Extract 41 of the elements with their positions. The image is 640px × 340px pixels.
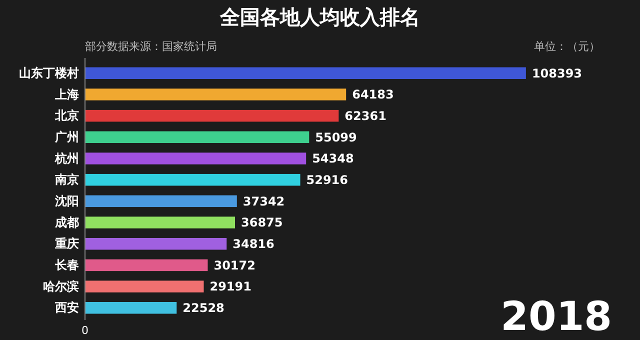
data-label: 64183 [352, 88, 394, 102]
text: 0 [82, 324, 88, 337]
data-label: 62361 [344, 109, 386, 124]
y-tick-label: 杭州 [54, 151, 79, 166]
data-label: 37342 [242, 194, 285, 208]
bar [85, 88, 346, 100]
data-label: 22528 [182, 301, 224, 316]
y-tick-label: 北京 [54, 108, 79, 123]
chart-title: 全国各地人均收入排名 [219, 5, 420, 29]
bar [85, 110, 339, 122]
bar [85, 131, 310, 144]
bar [85, 216, 236, 228]
annotation: 2018 [500, 294, 612, 340]
data-label: 30172 [214, 258, 256, 272]
data-label: 29191 [210, 280, 252, 294]
y-tick-label: 重庆 [54, 236, 79, 251]
y-tick-label: 西安 [54, 300, 79, 315]
text: 部分数据来源：国家统计局 [85, 40, 217, 53]
data-label: 34816 [232, 237, 274, 252]
y-tick-label: 南京 [54, 172, 79, 187]
y-tick-label: 上海 [54, 87, 79, 102]
y-tick-label: 山东丁楼村 [19, 66, 79, 80]
bar [85, 67, 526, 80]
bar [85, 259, 208, 272]
y-tick-label: 成都 [54, 215, 79, 230]
text: 单位：（元） [534, 40, 600, 53]
y-tick-label: 哈尔滨 [43, 279, 79, 294]
data-label: 54348 [312, 152, 354, 166]
bar [85, 152, 306, 164]
bar [85, 280, 204, 292]
data-label: 36875 [241, 216, 283, 230]
bar [85, 238, 227, 250]
bar [85, 302, 177, 314]
bar [85, 195, 237, 208]
data-label: 108393 [532, 66, 582, 80]
data-label: 55099 [315, 130, 357, 144]
bar [85, 174, 300, 186]
data-label: 52916 [306, 173, 348, 188]
y-tick-label: 长春 [54, 258, 79, 272]
y-tick-label: 广州 [54, 130, 79, 144]
y-tick-label: 沈阳 [54, 194, 79, 208]
